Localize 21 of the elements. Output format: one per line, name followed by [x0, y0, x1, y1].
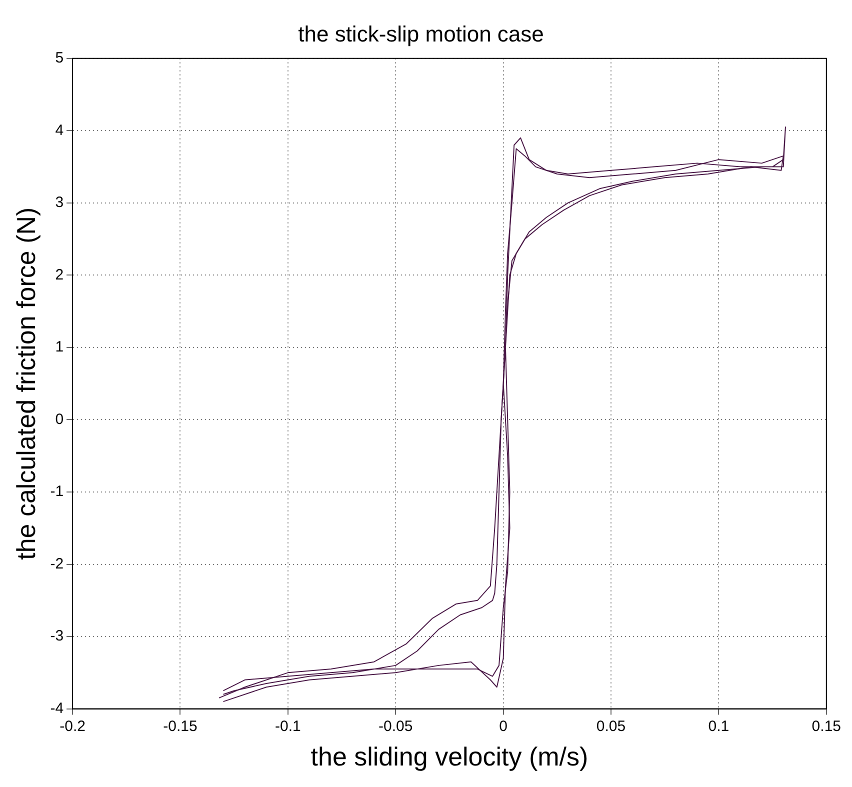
y-tick-label: 2	[55, 266, 64, 284]
x-tick-label: 0.1	[708, 718, 730, 735]
y-axis-title: the calculated friction force (N)	[10, 207, 41, 560]
x-tick-label: -0.15	[163, 718, 198, 735]
x-tick-label: -0.1	[275, 718, 301, 735]
y-tick-label: 1	[55, 338, 64, 356]
x-tick-label: 0	[499, 718, 508, 735]
y-tick-label: 3	[55, 194, 64, 212]
y-tick-label: 0	[55, 410, 64, 428]
y-tick-label: 4	[55, 122, 64, 139]
x-tick-label: -0.05	[378, 718, 413, 735]
x-tick-label: -0.2	[60, 718, 86, 735]
y-tick-label: -2	[50, 555, 64, 572]
y-tick-label: -4	[50, 700, 64, 717]
x-axis-title: the sliding velocity (m/s)	[310, 742, 588, 772]
y-tick-label: -3	[50, 628, 64, 645]
y-tick-label: 5	[55, 50, 64, 67]
y-tick-label: -1	[50, 483, 64, 500]
chart-title: the stick-slip motion case	[298, 21, 544, 46]
x-tick-label: 0.05	[596, 718, 626, 735]
x-tick-label: 0.15	[812, 718, 842, 735]
